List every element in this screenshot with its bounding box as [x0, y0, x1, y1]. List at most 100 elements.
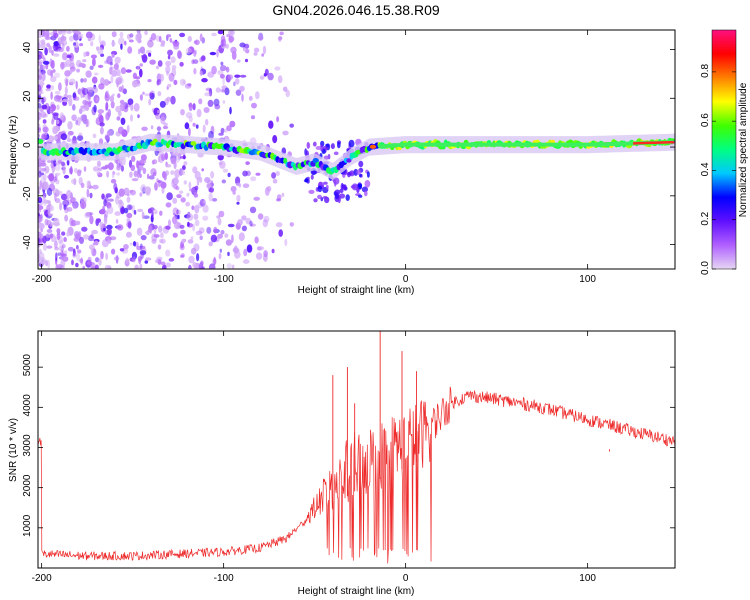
spectrogram-cell: [113, 256, 120, 261]
spectrogram-cell: [222, 100, 226, 104]
spectrogram-cell: [51, 49, 54, 56]
spectrogram-cell: [140, 235, 147, 241]
spectrogram-cell: [48, 173, 55, 182]
spectrogram-cell: [105, 252, 108, 261]
spectrogram-cell: [81, 87, 89, 96]
spectrogram-cell: [369, 144, 377, 149]
snr-ytick-label: 5000: [22, 354, 33, 377]
spectrogram-cell: [135, 33, 141, 42]
spectrogram-cell: [60, 133, 68, 141]
spectrogram-cell: [282, 86, 288, 92]
spectrogram-cell: [69, 66, 76, 72]
colorbar-tick-label: 0.8: [700, 63, 711, 77]
spectrogram-cell: [91, 229, 98, 235]
snr-xtick-label: -200: [32, 573, 52, 584]
spectrogram-cell: [76, 116, 81, 126]
spectrogram-cell: [89, 192, 93, 199]
spectrogram-cell: [77, 249, 82, 254]
spectrogram-cell: [61, 42, 65, 50]
spectrogram-cell: [317, 194, 322, 200]
spectrogram-cell: [87, 87, 94, 94]
spectrogram-cell: [105, 193, 112, 198]
spectrogram-cell: [188, 181, 192, 189]
spectrogram-cell: [72, 205, 76, 209]
spectrogram-cell: [50, 85, 55, 91]
spectrogram-cell: [235, 89, 242, 96]
spectrogram-cell: [53, 126, 59, 134]
spectrogram-cell: [38, 54, 42, 60]
spectrogram-cell: [69, 78, 76, 85]
spectrogram-cell: [231, 234, 234, 244]
spectrogram-cell: [106, 90, 110, 97]
spectrogram-cell: [219, 248, 222, 253]
spectrogram-cell: [219, 65, 227, 72]
spectrogram-cell: [285, 89, 291, 98]
spectrogram-cell: [198, 98, 203, 105]
spectrogram-cell: [44, 47, 48, 56]
spectrogram-cell: [61, 161, 65, 167]
spectrogram-cell: [97, 64, 104, 68]
spectrogram-cell: [40, 39, 46, 46]
spectrogram-cell: [128, 205, 132, 210]
spectrogram-cell: [92, 133, 97, 139]
spectrogram-cell: [222, 76, 226, 86]
spectrogram-cell: [106, 170, 110, 178]
spectrogram-cell: [151, 210, 154, 219]
spectrogram-cell: [92, 184, 99, 190]
spectrogram-cell: [48, 45, 52, 54]
snr-frame: [37, 330, 676, 569]
snr-marks: [38, 331, 675, 564]
spectrogram-cell: [145, 231, 150, 235]
spectrogram-cell: [201, 78, 208, 83]
spectrogram-cell: [81, 202, 85, 209]
spectrogram-cell: [142, 215, 150, 219]
spectrogram-cell: [66, 45, 70, 52]
spectrogram-cell: [59, 112, 65, 121]
spectrogram-cell: [40, 213, 43, 222]
spectrogram-cell: [187, 83, 192, 87]
spectrogram-cell: [192, 122, 196, 127]
spectrogram-cell: [217, 154, 224, 161]
spectrogram-cell: [87, 235, 95, 242]
spectrogram-cell: [97, 167, 103, 172]
spectrogram-cell: [152, 171, 157, 177]
spectrogram-cell: [128, 39, 134, 43]
spectrogram-cell: [115, 219, 119, 224]
spectrogram-cell: [222, 168, 229, 173]
snr-xtick-label: 100: [579, 573, 596, 584]
spectrogram-cell: [86, 100, 93, 105]
spectrogram-cell: [66, 231, 70, 237]
spectrogram-cell: [137, 255, 142, 262]
spectrogram-cell: [146, 173, 150, 180]
spectrogram-cell: [64, 206, 69, 214]
snr-ytick-label: 2000: [22, 474, 33, 497]
spectrogram-cell: [43, 181, 49, 191]
spectrogram-cell: [361, 186, 368, 193]
spectrogram-cell: [174, 169, 181, 179]
spectrogram-cell: [38, 127, 42, 133]
spectrogram-cell: [217, 30, 224, 35]
spectrogram-cell: [165, 262, 171, 268]
spectrogram-cell: [62, 52, 68, 61]
spectrogram-cell: [76, 135, 84, 142]
spectrogram-cell: [42, 196, 46, 204]
spectrogram-cell: [161, 186, 165, 194]
spectrogram-cell: [46, 200, 51, 204]
spectrogram-cell: [54, 90, 61, 95]
spectrogram-cell: [133, 170, 138, 178]
spectrogram-cell: [140, 154, 147, 161]
spectrogram-cell: [193, 68, 197, 75]
spectrogram-cell: [62, 256, 69, 262]
spectrogram-cell: [229, 106, 232, 115]
spectrogram-cell: [147, 79, 152, 83]
spectrogram-cell: [72, 252, 77, 258]
spectrogram-cell: [127, 46, 133, 54]
spectrogram-xtick-label: 0: [403, 274, 409, 285]
spectrogram-cell: [129, 242, 133, 246]
spectrogram-cell: [204, 92, 211, 97]
spectrogram-cell: [87, 256, 92, 263]
spectrogram-cell: [107, 239, 112, 244]
spectrogram-ytick-label: 40: [22, 42, 33, 54]
spectrogram-cell: [194, 219, 200, 227]
spectrogram-cell: [90, 54, 97, 59]
